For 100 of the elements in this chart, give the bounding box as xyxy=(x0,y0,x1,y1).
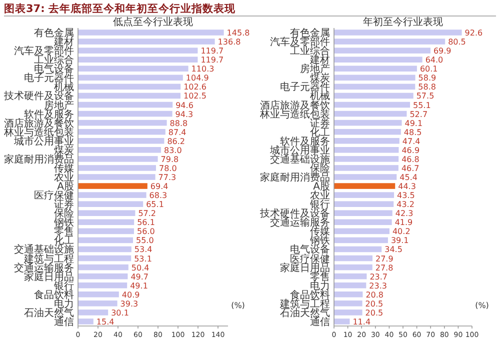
bar xyxy=(78,310,108,316)
data-label: 49.1 xyxy=(130,281,148,290)
bar xyxy=(334,318,350,324)
data-label: 68.3 xyxy=(149,191,168,200)
y-tick-label: 林业与造纸包装 xyxy=(259,108,330,120)
bar xyxy=(334,74,416,81)
y-tick-label: 家庭耐用消费品 xyxy=(260,172,330,184)
data-label: 43.5 xyxy=(397,191,415,200)
bar xyxy=(78,110,172,117)
data-label: 20.5 xyxy=(365,308,384,318)
data-label: 53.4 xyxy=(134,245,152,254)
bar xyxy=(334,228,390,234)
data-label: 86.2 xyxy=(167,136,186,146)
data-label: 69.9 xyxy=(433,46,452,56)
bar xyxy=(78,237,133,244)
chart-title: 年初至今行业表现 xyxy=(363,16,443,28)
bar xyxy=(334,120,402,126)
data-label: 20.8 xyxy=(366,290,384,300)
data-label: 92.6 xyxy=(464,28,483,38)
data-label: 57.2 xyxy=(138,209,156,218)
bar xyxy=(78,219,134,226)
data-label: 46.8 xyxy=(402,154,420,164)
data-label: 102.6 xyxy=(184,82,207,92)
bar xyxy=(78,183,148,189)
data-label: 69.4 xyxy=(150,182,168,192)
bar xyxy=(334,147,399,153)
bar xyxy=(78,300,118,306)
bar xyxy=(78,147,161,153)
data-label: 44.3 xyxy=(398,182,416,192)
bar xyxy=(334,38,446,44)
data-label: 48.5 xyxy=(404,128,422,137)
bar xyxy=(334,201,394,207)
data-label: 55.1 xyxy=(413,100,431,110)
data-label: 119.7 xyxy=(200,56,224,65)
bar xyxy=(334,210,392,216)
data-label: 57.5 xyxy=(416,92,434,101)
bar xyxy=(334,292,363,298)
bar xyxy=(78,102,173,108)
data-label: 49.1 xyxy=(404,118,423,128)
bar xyxy=(334,282,366,288)
data-label: 80.5 xyxy=(448,38,466,47)
bar xyxy=(78,156,158,162)
data-label: 56.0 xyxy=(137,227,155,236)
bar xyxy=(78,84,181,90)
bar xyxy=(334,30,462,36)
bar xyxy=(334,66,417,72)
bar xyxy=(334,174,397,180)
data-label: 53.1 xyxy=(134,254,152,264)
data-label: 83.0 xyxy=(164,146,182,155)
data-label: 39.1 xyxy=(390,236,409,246)
data-label: 94.6 xyxy=(176,100,194,110)
bar xyxy=(334,102,410,108)
bar xyxy=(334,128,401,135)
data-label: 34.5 xyxy=(384,245,402,254)
data-label: 77.3 xyxy=(158,173,176,182)
bar xyxy=(78,273,128,280)
y-tick-label: 家庭日用品 xyxy=(24,270,74,283)
bar xyxy=(334,273,367,280)
data-label: 88.8 xyxy=(170,118,188,128)
data-label: 64.0 xyxy=(425,56,444,65)
bar xyxy=(78,210,136,216)
bar xyxy=(334,183,396,189)
data-label: 58.9 xyxy=(418,74,436,83)
bar xyxy=(334,300,362,306)
bar xyxy=(334,192,394,198)
data-label: 49.7 xyxy=(130,272,149,282)
bar xyxy=(78,66,188,72)
data-label: 15.4 xyxy=(96,317,114,326)
bar xyxy=(334,264,372,270)
data-label: 58.8 xyxy=(418,82,436,92)
data-label: 11.4 xyxy=(352,317,371,326)
bar xyxy=(78,255,132,262)
data-label: 23.7 xyxy=(370,272,388,282)
bar xyxy=(334,310,362,316)
bar xyxy=(78,30,224,36)
bar xyxy=(334,56,422,62)
bar xyxy=(78,192,146,198)
data-label: 47.4 xyxy=(402,136,420,146)
bar xyxy=(78,56,198,62)
data-label: 23.3 xyxy=(369,281,387,290)
bar xyxy=(78,201,144,207)
data-label: 56.1 xyxy=(137,218,155,228)
text: (%) xyxy=(231,301,245,310)
bar xyxy=(78,174,156,180)
chart-title: 低点至今行业表现 xyxy=(113,16,193,28)
data-label: 46.7 xyxy=(401,164,420,173)
bar xyxy=(78,138,164,144)
data-label: 50.4 xyxy=(131,263,150,272)
data-label: 42.3 xyxy=(395,209,414,218)
data-label: 136.8 xyxy=(218,38,241,47)
y-tick-label: 房地产 xyxy=(44,99,74,112)
data-label: 110.3 xyxy=(191,64,214,74)
data-label: 27.9 xyxy=(376,254,394,264)
bar xyxy=(334,246,382,252)
bar xyxy=(78,92,180,99)
bar xyxy=(334,84,416,90)
bar xyxy=(334,165,398,171)
text: 图表37: 去年底部至今和年初至今行业指数表现 xyxy=(4,2,236,15)
bar xyxy=(78,228,134,234)
bar xyxy=(78,38,215,44)
